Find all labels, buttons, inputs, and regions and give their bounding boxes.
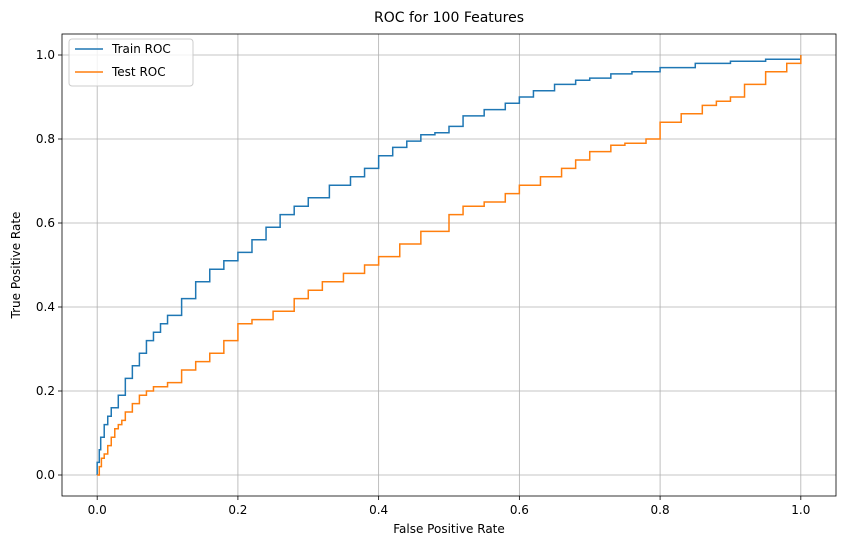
chart-title: ROC for 100 Features [374,10,524,26]
legend-label-test: Test ROC [111,65,166,79]
legend-box [68,38,194,87]
y-tick-label: 0.0 [36,468,55,482]
y-tick-label: 0.6 [36,216,55,230]
x-tick-label: 0.6 [510,503,529,517]
x-tick-label: 0.0 [88,503,107,517]
train-roc-line [96,55,802,475]
y-tick-label: 0.2 [36,384,55,398]
test-roc-line [97,55,802,476]
x-tick-label: 0.8 [651,503,670,517]
legend: Train ROC Test ROC [68,38,194,87]
legend-label-train: Train ROC [111,42,171,56]
y-tick-label: 0.4 [36,300,55,314]
y-axis-label: True Positive Rate [9,212,23,320]
y-axis: 0.0 0.2 0.4 0.6 0.8 1.0 [36,48,62,482]
x-tick-label: 0.4 [369,503,388,517]
x-tick-label: 1.0 [791,503,810,517]
y-tick-label: 1.0 [36,48,55,62]
x-axis: 0.0 0.2 0.4 0.6 0.8 1.0 [88,496,810,517]
y-tick-label: 0.8 [36,132,55,146]
x-tick-label: 0.2 [228,503,247,517]
series-layer [96,55,802,476]
plot-frame [61,33,837,497]
x-axis-label: False Positive Rate [393,522,505,536]
